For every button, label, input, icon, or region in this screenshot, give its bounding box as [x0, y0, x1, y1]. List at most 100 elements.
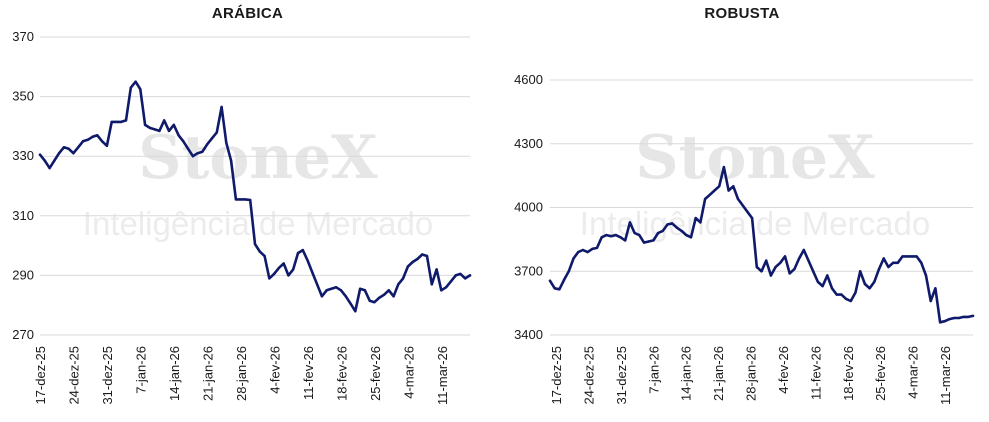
- robusta-data-point: [722, 165, 726, 169]
- robusta-data-point: [595, 246, 599, 250]
- arabica-data-point: [401, 277, 405, 280]
- robusta-data-point: [760, 270, 763, 273]
- robusta-data-point: [807, 259, 810, 262]
- robusta-data-point: [755, 265, 758, 269]
- robusta-data-point: [793, 267, 796, 271]
- arabica-data-point: [435, 268, 438, 271]
- arabica-data-point: [158, 129, 161, 133]
- arabica-data-point: [72, 152, 75, 155]
- arabica-y-tick-label: 350: [12, 89, 34, 104]
- arabica-y-tick-label: 310: [12, 208, 34, 223]
- arabica-data-point: [301, 248, 304, 252]
- robusta-data-point: [844, 297, 848, 301]
- arabica-data-point: [124, 119, 128, 122]
- arabica-data-point: [67, 147, 70, 150]
- robusta-data-point: [943, 320, 946, 323]
- robusta-data-point: [938, 321, 942, 324]
- arabica-data-point: [416, 257, 419, 261]
- robusta-y-tick-label: 3700: [514, 263, 543, 278]
- arabica-data-point: [354, 310, 357, 313]
- arabica-data-point: [444, 286, 448, 289]
- arabica-x-tick-label: 25-fev-26: [368, 346, 383, 401]
- arabica-data-point: [421, 253, 424, 256]
- robusta-data-point: [901, 255, 904, 258]
- arabica-data-point: [392, 295, 395, 298]
- arabica-y-tick-label: 370: [12, 29, 34, 44]
- robusta-data-point: [821, 284, 824, 288]
- robusta-data-point: [609, 235, 613, 238]
- robusta-y-tick-label: 4300: [514, 136, 543, 151]
- arabica-data-point: [120, 120, 123, 124]
- robusta-data-point: [891, 261, 895, 264]
- robusta-data-point: [642, 241, 646, 244]
- arabica-data-point: [363, 289, 367, 292]
- arabica-data-point: [330, 287, 333, 290]
- arabica-data-point: [411, 260, 414, 264]
- arabica-data-point: [397, 283, 400, 286]
- arabica-data-point: [57, 152, 61, 155]
- robusta-data-point: [562, 278, 566, 281]
- arabica-y-tick-label: 270: [12, 327, 34, 342]
- arabica-watermark-brand: StoneX: [138, 123, 378, 193]
- arabica-data-point: [440, 289, 443, 292]
- arabica-data-point: [325, 289, 328, 292]
- arabica-data-point: [48, 166, 51, 170]
- arabica-data-point: [220, 105, 223, 109]
- arabica-data-point: [249, 198, 252, 202]
- arabica-data-point: [215, 131, 218, 134]
- arabica-data-point: [263, 254, 266, 258]
- robusta-data-point: [591, 247, 594, 251]
- arabica-data-point: [253, 242, 257, 246]
- robusta-data-point: [873, 280, 876, 284]
- robusta-data-point: [929, 299, 932, 303]
- arabica-data-point: [449, 280, 453, 283]
- robusta-chart-title: ROBUSTA: [704, 5, 780, 22]
- robusta-data-point: [779, 261, 782, 264]
- arabica-y-tick-label: 290: [12, 267, 34, 282]
- arabica-data-point: [430, 283, 433, 286]
- arabica-data-point: [96, 134, 99, 137]
- robusta-chart-panel: ROBUSTA StoneX Inteligência de Mercado 460…: [495, 0, 989, 422]
- robusta-data-point: [859, 270, 862, 273]
- robusta-data-point: [840, 293, 843, 296]
- arabica-data-point: [234, 198, 238, 201]
- robusta-data-point: [896, 261, 899, 264]
- arabica-data-point: [358, 287, 362, 290]
- robusta-x-tick-label: 28-jan-26: [744, 346, 759, 401]
- robusta-x-tick-label: 4-mar-26: [906, 346, 921, 399]
- robusta-data-point: [877, 267, 881, 271]
- arabica-data-point: [153, 128, 156, 131]
- arabica-data-point: [206, 143, 209, 146]
- arabica-data-point: [201, 150, 204, 153]
- robusta-watermark-brand: StoneX: [635, 123, 875, 193]
- arabica-data-point: [272, 272, 276, 276]
- arabica-data-point: [244, 198, 247, 201]
- robusta-data-point: [854, 291, 857, 294]
- robusta-data-point: [736, 197, 740, 201]
- arabica-data-point: [349, 302, 352, 305]
- arabica-data-point: [91, 135, 94, 138]
- robusta-data-point: [718, 185, 721, 188]
- arabica-data-point: [282, 262, 285, 265]
- robusta-data-point: [887, 265, 890, 269]
- robusta-data-point: [577, 250, 580, 254]
- robusta-data-point: [713, 189, 716, 192]
- arabica-data-point: [306, 259, 309, 262]
- arabica-data-point: [464, 277, 467, 280]
- arabica-data-point: [139, 88, 142, 91]
- robusta-data-point: [802, 248, 805, 252]
- arabica-data-point: [110, 120, 113, 124]
- arabica-data-point: [239, 198, 242, 201]
- robusta-data-point: [812, 270, 815, 273]
- robusta-data-point: [548, 279, 552, 282]
- robusta-y-tick-label: 4000: [514, 200, 543, 215]
- arabica-x-tick-label: 31-dez-25: [100, 346, 115, 405]
- robusta-data-point: [605, 233, 608, 237]
- robusta-data-point: [924, 274, 928, 277]
- arabica-data-point: [368, 299, 371, 302]
- arabica-data-point: [382, 293, 386, 296]
- arabica-data-point: [406, 265, 410, 268]
- robusta-data-point: [910, 255, 914, 258]
- robusta-data-point: [816, 280, 820, 284]
